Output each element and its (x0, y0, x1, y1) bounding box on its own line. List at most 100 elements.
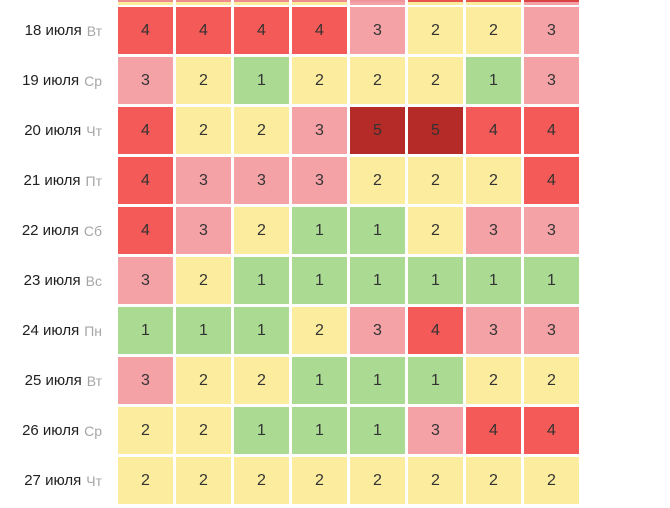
heatmap-cell: 1 (234, 307, 289, 354)
heatmap-cell: 2 (176, 57, 231, 104)
heatmap-cell: 4 (118, 7, 173, 54)
heatmap-cell: 3 (466, 307, 521, 354)
weekday-text: Ср (84, 422, 102, 439)
weekday-text: Пн (84, 322, 102, 339)
heatmap-cell: 4 (524, 407, 579, 454)
heatmap-cell: 1 (292, 407, 347, 454)
heatmap-cell: 1 (466, 57, 521, 104)
heatmap-cell: 2 (466, 357, 521, 404)
heatmap-cell: 3 (292, 157, 347, 204)
date-text: 25 июля (24, 372, 82, 389)
row-date-label: 20 июля Чт (0, 107, 115, 154)
heatmap-cell: 3 (524, 207, 579, 254)
heatmap-cell: 2 (466, 7, 521, 54)
heatmap-cell: 4 (118, 207, 173, 254)
heatmap-cell: 3 (118, 357, 173, 404)
heatmap-cell: 3 (350, 7, 405, 54)
heatmap-cell: 5 (408, 107, 463, 154)
heatmap-cell: 2 (466, 457, 521, 504)
heatmap-cell: 2 (408, 207, 463, 254)
heatmap-cell: 5 (350, 107, 405, 154)
row-date-label: 26 июля Ср (0, 407, 115, 454)
heatmap-cell: 4 (466, 107, 521, 154)
heatmap-cell: 4 (466, 407, 521, 454)
date-text: 24 июля (22, 322, 80, 339)
row-date-label: 27 июля Чт (0, 457, 115, 504)
clipped-cell (118, 0, 173, 5)
heatmap-cell: 1 (350, 257, 405, 304)
heatmap-cell: 2 (350, 157, 405, 204)
clipped-cell (408, 0, 463, 5)
heatmap-cell: 1 (524, 257, 579, 304)
heatmap-cell: 1 (118, 307, 173, 354)
weekday-text: Чт (86, 122, 102, 139)
heatmap-cell: 3 (118, 57, 173, 104)
heatmap-cell: 2 (466, 157, 521, 204)
heatmap-cell: 2 (176, 107, 231, 154)
row-date-label: 21 июля Пт (0, 157, 115, 204)
heatmap-cell: 2 (176, 257, 231, 304)
row-date-label: 24 июля Пн (0, 307, 115, 354)
heatmap-cell: 2 (408, 157, 463, 204)
heatmap-cell: 1 (234, 57, 289, 104)
heatmap-cell: 1 (292, 357, 347, 404)
heatmap-cell: 1 (466, 257, 521, 304)
date-text: 23 июля (23, 272, 81, 289)
heatmap-cell: 3 (234, 157, 289, 204)
heatmap-cell: 4 (408, 307, 463, 354)
clipped-previous-row (118, 0, 582, 5)
weekday-text: Вт (86, 372, 102, 389)
heatmap-cell: 3 (292, 107, 347, 154)
heatmap-cell: 3 (118, 257, 173, 304)
date-text: 19 июля (22, 72, 80, 89)
heatmap-cell: 2 (176, 457, 231, 504)
heatmap-cell: 4 (524, 107, 579, 154)
heatmap-cell: 4 (234, 7, 289, 54)
heatmap-cell: 2 (350, 57, 405, 104)
heatmap-cell: 2 (234, 457, 289, 504)
heatmap-cell: 1 (408, 357, 463, 404)
heatmap-cell: 4 (292, 7, 347, 54)
row-date-label: 19 июля Ср (0, 57, 115, 104)
heatmap-cell: 2 (524, 457, 579, 504)
heatmap-cell: 1 (292, 257, 347, 304)
heatmap-cell: 4 (118, 157, 173, 204)
heatmap-cell: 1 (176, 307, 231, 354)
heatmap-cell: 1 (292, 207, 347, 254)
heatmap-cell: 2 (118, 457, 173, 504)
row-date-label: 25 июля Вт (0, 357, 115, 404)
heatmap-cell: 4 (176, 7, 231, 54)
date-text: 18 июля (24, 22, 82, 39)
heatmap-cell: 1 (234, 407, 289, 454)
row-date-label: 22 июля Сб (0, 207, 115, 254)
weekday-text: Чт (86, 472, 102, 489)
date-text: 26 июля (22, 422, 80, 439)
date-text: 22 июля (21, 222, 79, 239)
date-text: 27 июля (24, 472, 82, 489)
date-text: 20 июля (24, 122, 82, 139)
heatmap-cell: 3 (524, 7, 579, 54)
heatmap-cell: 1 (408, 257, 463, 304)
heatmap-cell: 2 (234, 357, 289, 404)
heatmap-cell: 2 (118, 407, 173, 454)
heatmap-cell: 2 (292, 57, 347, 104)
heatmap-cell: 2 (292, 307, 347, 354)
heatmap-cell: 2 (292, 457, 347, 504)
clipped-cell (466, 0, 521, 5)
weekday-text: Сб (83, 222, 102, 239)
heatmap-cell: 3 (176, 157, 231, 204)
weekday-text: Пт (85, 172, 102, 189)
clipped-cell (292, 0, 347, 5)
